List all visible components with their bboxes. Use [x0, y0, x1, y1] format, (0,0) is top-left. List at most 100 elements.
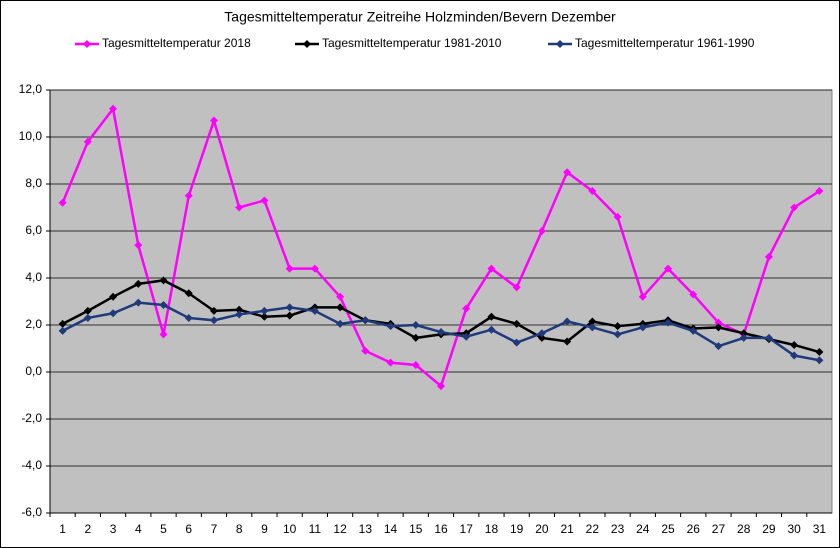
point-marker — [563, 317, 572, 326]
y-tick-label: 10,0 — [19, 129, 43, 143]
point-marker — [58, 319, 67, 328]
point-marker — [739, 329, 748, 338]
point-marker — [790, 203, 799, 212]
point-marker — [815, 348, 824, 357]
legend-marker — [303, 40, 311, 48]
point-marker — [537, 333, 546, 342]
x-tick-label: 25 — [661, 522, 675, 536]
point-marker — [235, 305, 244, 314]
y-tick-label: 8,0 — [25, 176, 42, 190]
point-marker — [235, 310, 244, 319]
point-marker — [260, 196, 269, 205]
point-marker — [209, 306, 218, 315]
x-tick-label: 10 — [283, 522, 297, 536]
x-tick-label: 17 — [460, 522, 474, 536]
point-marker — [638, 292, 647, 301]
point-marker — [109, 104, 118, 113]
point-marker — [184, 313, 193, 322]
point-marker — [109, 309, 118, 318]
x-tick-label: 12 — [333, 522, 347, 536]
point-marker — [613, 212, 622, 221]
point-marker — [411, 321, 420, 329]
y-tick-label: 6,0 — [25, 223, 42, 237]
point-marker — [310, 264, 319, 273]
point-marker — [714, 342, 723, 351]
point-marker — [664, 318, 673, 327]
point-marker — [336, 319, 345, 328]
x-tick-label: 19 — [510, 522, 524, 536]
point-marker — [285, 311, 294, 320]
point-marker — [285, 264, 294, 273]
x-tick-label: 16 — [434, 522, 448, 536]
point-marker — [462, 304, 471, 313]
y-tick-label: -4,0 — [21, 458, 42, 472]
point-marker — [764, 333, 773, 342]
x-tick-label: 4 — [135, 522, 142, 536]
point-marker — [285, 303, 294, 312]
point-marker — [184, 289, 193, 298]
x-tick-label: 29 — [762, 522, 776, 536]
point-marker — [563, 168, 572, 177]
point-marker — [83, 137, 92, 146]
point-marker — [411, 360, 420, 369]
y-tick-label: 4,0 — [25, 270, 42, 284]
x-tick-label: 14 — [384, 522, 398, 536]
legend-marker — [556, 40, 564, 48]
point-marker — [462, 332, 471, 341]
x-tick-label: 28 — [737, 522, 751, 536]
point-marker — [437, 328, 445, 337]
point-marker — [764, 252, 773, 261]
point-marker — [689, 326, 698, 335]
point-marker — [58, 326, 67, 335]
point-marker — [613, 322, 622, 331]
point-marker — [537, 329, 546, 338]
point-marker — [336, 292, 345, 301]
legend-label: Tagesmitteltemperatur 1961-1990 — [575, 36, 755, 50]
legend-label: Tagesmitteltemperatur 1981-2010 — [322, 36, 502, 50]
point-marker — [184, 191, 193, 200]
x-tick-label: 24 — [636, 522, 650, 536]
x-tick-label: 13 — [359, 522, 373, 536]
point-marker — [58, 198, 67, 207]
point-marker — [159, 330, 168, 339]
point-marker — [714, 323, 723, 332]
point-marker — [159, 276, 168, 285]
y-tick-label: -2,0 — [21, 411, 42, 425]
x-tick-label: 27 — [712, 522, 726, 536]
point-marker — [134, 298, 143, 307]
chart-title: Tagesmitteltemperatur Zeitreihe Holzmind… — [224, 9, 616, 25]
point-marker — [437, 382, 445, 391]
point-marker — [235, 203, 244, 212]
x-tick-label: 15 — [409, 522, 423, 536]
point-marker — [689, 290, 698, 299]
x-tick-label: 31 — [813, 522, 827, 536]
y-tick-label: 0,0 — [25, 364, 42, 378]
point-marker — [563, 337, 572, 346]
point-marker — [664, 264, 673, 273]
point-marker — [310, 306, 319, 315]
point-marker — [815, 356, 824, 365]
point-marker — [588, 323, 597, 332]
x-tick-label: 9 — [261, 522, 268, 536]
point-marker — [638, 323, 647, 332]
point-marker — [537, 227, 546, 235]
point-marker — [134, 241, 143, 250]
point-marker — [411, 333, 420, 342]
point-marker — [209, 316, 218, 325]
x-tick-label: 23 — [611, 522, 625, 536]
x-tick-label: 20 — [535, 522, 549, 536]
point-marker — [588, 317, 597, 326]
point-marker — [815, 187, 824, 196]
x-tick-label: 2 — [84, 522, 91, 536]
x-tick-label: 21 — [560, 522, 574, 536]
point-marker — [487, 325, 496, 334]
plot-area — [49, 89, 833, 514]
point-marker — [109, 292, 118, 301]
y-tick-label: 12,0 — [19, 82, 43, 96]
x-tick-label: 8 — [236, 522, 243, 536]
x-tick-label: 30 — [787, 522, 801, 536]
point-marker — [512, 338, 521, 347]
point-marker — [487, 264, 496, 273]
y-tick-label: -6,0 — [21, 505, 42, 519]
x-tick-label: 7 — [211, 522, 218, 536]
